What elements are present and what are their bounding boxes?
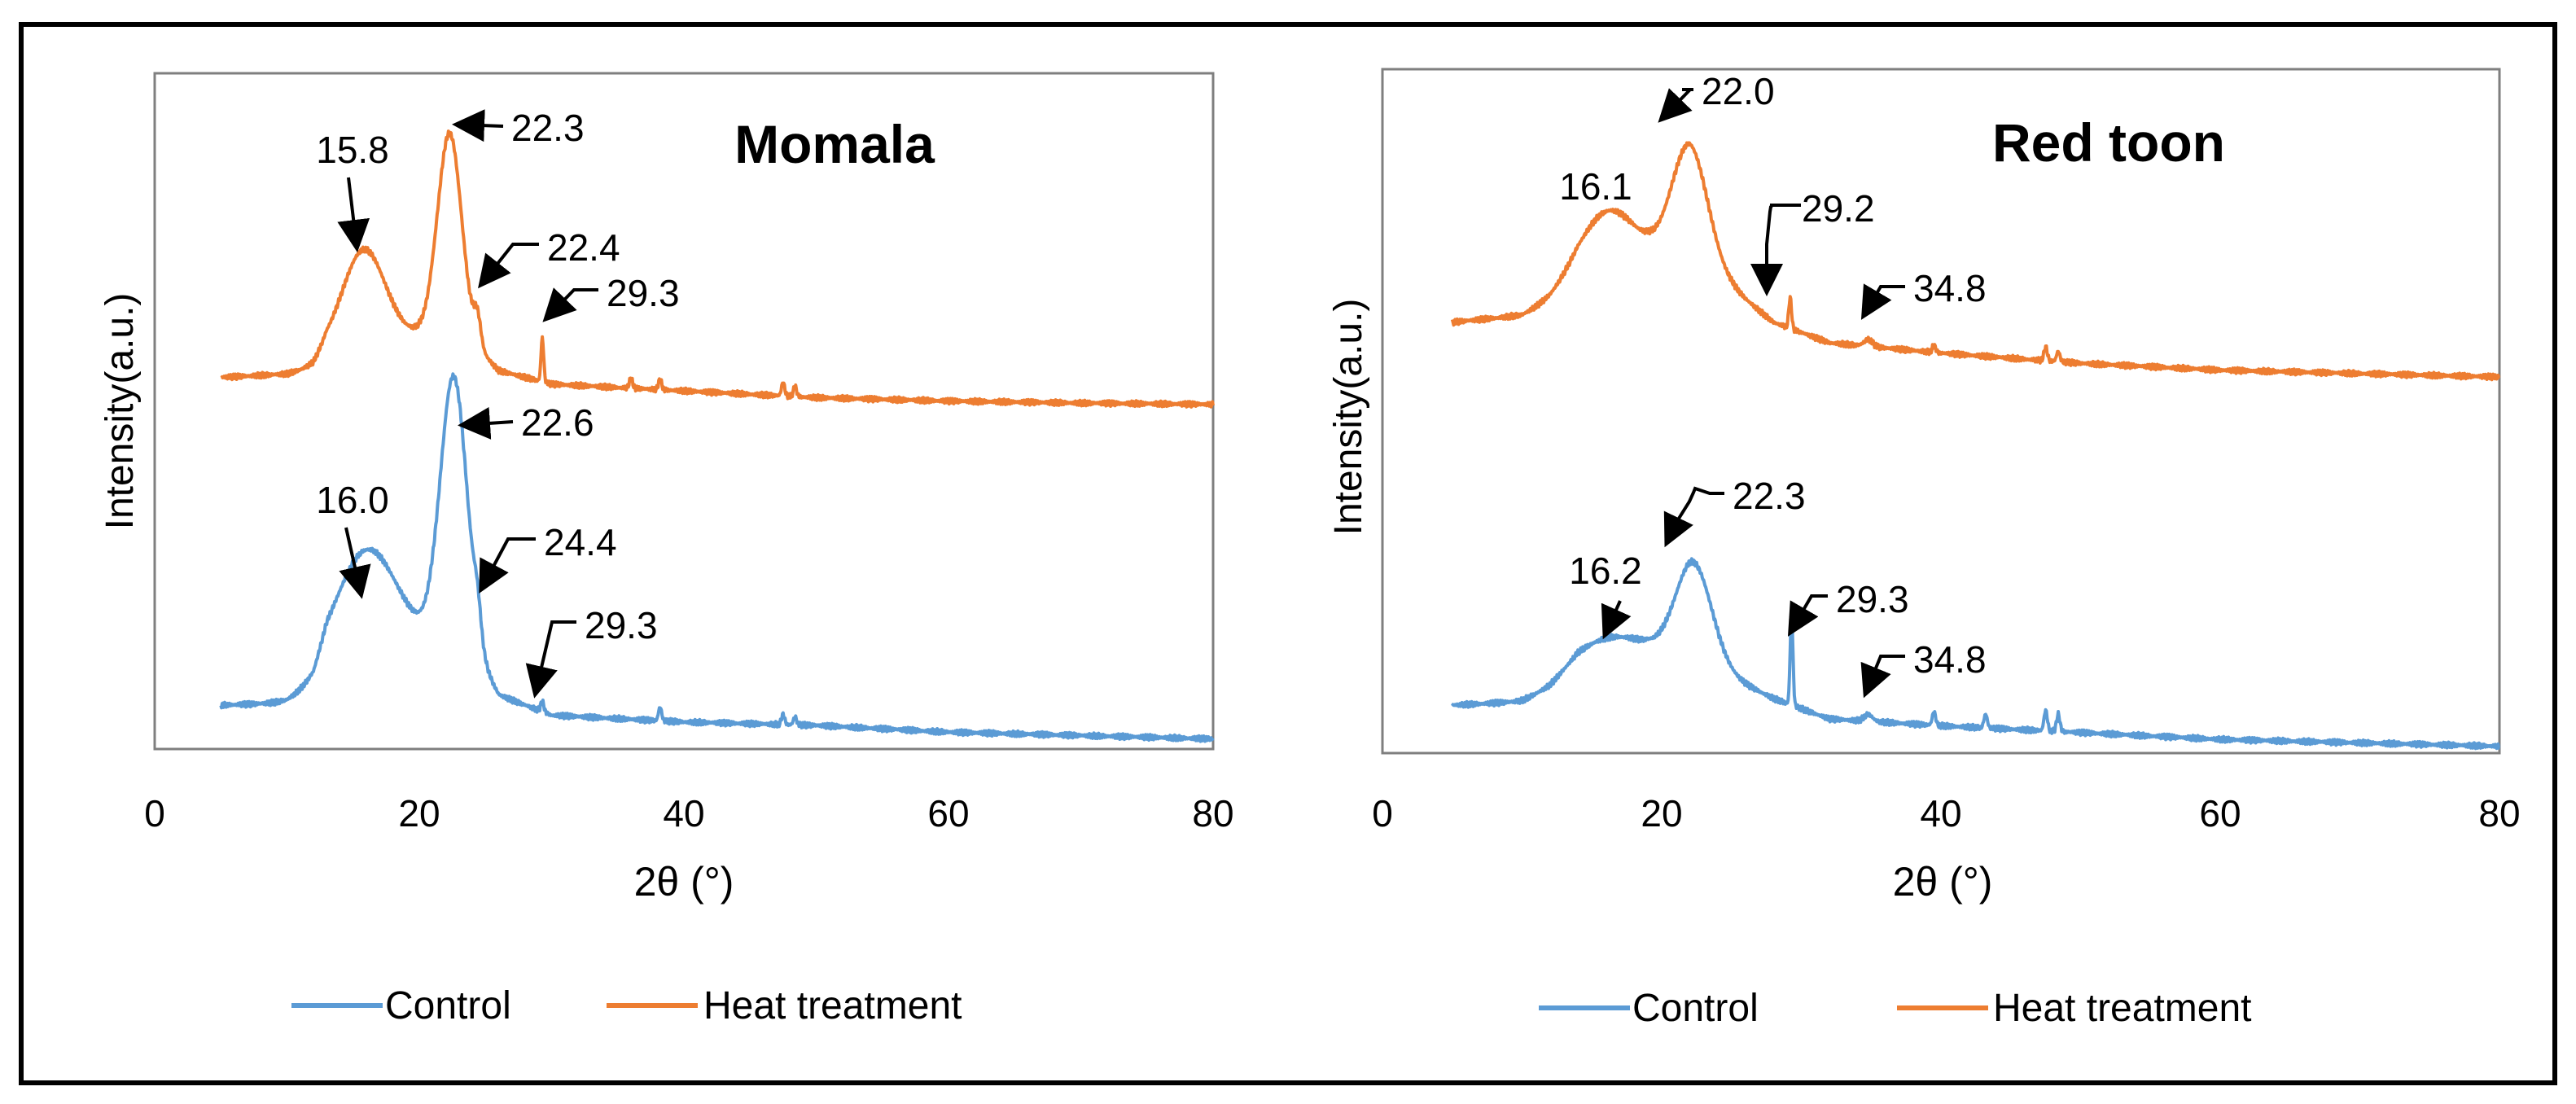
x-tick-label: 20 [1641,792,1682,835]
annotation-arrow [1787,594,1828,637]
x-tick-label: 60 [2199,792,2241,835]
x-tick-label: 60 [927,792,969,835]
y-axis-label: Intensity(a.u.) [1327,299,1370,536]
x-axis-label: 2θ (°) [1893,859,1993,905]
annotation-label: 22.4 [547,226,620,269]
annotation-arrow [479,537,536,594]
annotation-label: 29.3 [607,272,680,314]
x-tick-label: 40 [1920,792,1961,835]
annotation-arrow [1860,655,1905,699]
annotation: 15.8 [316,129,389,252]
annotation: 24.4 [479,521,617,594]
x-tick-label: 40 [663,792,704,835]
annotation: 16.0 [316,479,389,599]
annotation: 16.2 [1569,550,1642,640]
annotation-label: 16.2 [1569,550,1642,592]
annotation-label: 22.3 [511,107,585,149]
chart-red-toon: Red toon Intensity(a.u.) 2θ (°) 0 20 40 … [1327,68,2521,1030]
annotation: 16.1 [1559,165,1632,208]
outer-frame [19,22,2557,1085]
annotation-arrow [478,243,539,289]
annotation: 22.4 [478,226,620,289]
x-axis-label: 2θ (°) [634,859,734,905]
plot-area-border [1381,68,2501,755]
annotation-label: 22.0 [1702,70,1775,112]
legend-label-heat-treatment: Heat treatment [1993,987,2251,1030]
annotation: 22.3 [452,107,585,149]
chart-title: Momala [734,114,935,174]
x-tick-label: 80 [2478,792,2520,835]
annotation-label: 16.0 [316,479,389,521]
series-line-control [219,372,1215,743]
annotation-arrow [339,527,371,599]
x-tick-label: 80 [1192,792,1233,835]
x-tick-label: 0 [144,792,165,835]
annotation-label: 34.8 [1913,267,1987,309]
x-tick-label: 0 [1372,792,1393,835]
annotation: 29.2 [1750,187,1875,296]
series-layer [219,129,1215,743]
chart-title: Red toon [1992,112,2225,173]
annotation-arrow [1658,88,1693,123]
y-axis-label: Intensity(a.u.) [99,293,142,530]
legend: Control Heat treatment [1539,987,2251,1030]
annotation: 34.8 [1860,638,1987,699]
annotation-arrow [1601,600,1632,640]
annotation: 29.3 [1787,578,1909,637]
annotation-arrow [1663,486,1724,548]
annotation-label: 29.3 [1836,578,1909,620]
legend-label-control: Control [1632,987,1759,1030]
annotation-arrow [452,109,504,142]
legend-label-heat-treatment: Heat treatment [703,984,962,1027]
annotation: 22.6 [458,401,594,444]
annotation-label: 22.3 [1733,475,1806,517]
annotation-label: 22.6 [521,401,594,444]
annotation-label: 16.1 [1559,165,1632,208]
annotation-arrow [1750,204,1801,296]
x-tick-labels: 0 20 40 60 80 [144,792,1233,835]
x-tick-label: 20 [398,792,440,835]
annotation-arrow [337,177,370,252]
legend: Control Heat treatment [291,984,962,1027]
annotation-arrow [1860,283,1905,320]
annotation-label: 29.3 [585,604,658,646]
annotation-arrow [542,287,598,322]
series-line-heat-treatment [1450,141,2501,382]
plot-area-border [153,72,1215,751]
annotation-label: 34.8 [1913,638,1987,681]
annotation: 34.8 [1860,267,1987,320]
x-tick-labels: 0 20 40 60 80 [1372,792,2520,835]
annotation-label: 29.2 [1802,187,1875,230]
annotation: 22.3 [1663,475,1806,548]
legend-label-control: Control [385,984,511,1027]
annotation: 29.3 [542,272,680,322]
annotation: 22.0 [1658,70,1775,123]
annotation-label: 15.8 [316,129,389,171]
annotation-label: 24.4 [544,521,617,563]
annotation-arrow [525,620,576,699]
series-line-heat-treatment [220,129,1215,409]
annotation: 29.3 [525,604,658,699]
annotation-arrow [458,406,514,440]
chart-momala: Momala Intensity(a.u.) 2θ (°) 0 20 40 60… [99,72,1234,1027]
